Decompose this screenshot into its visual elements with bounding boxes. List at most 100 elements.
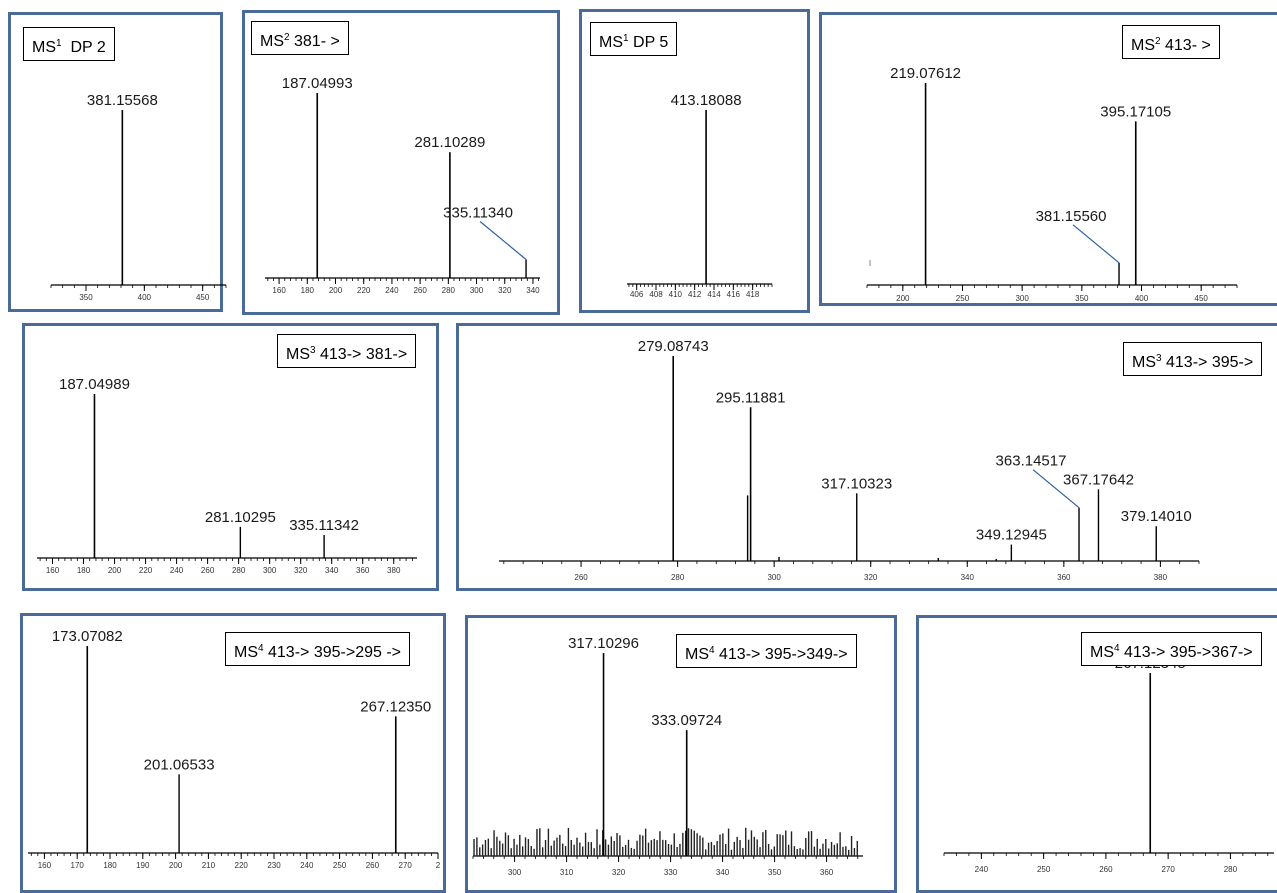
title-prefix: MS [32,39,56,56]
peak-label: 281.10289 [414,134,485,151]
title-prefix: MS [1132,354,1156,371]
spectrum-plot: 350 400 450 381.15568 [50,92,227,302]
x-tick-label: 300 [767,573,781,582]
peak-label: 279.08743 [638,338,709,355]
x-tick-label: 180 [103,861,117,870]
title-suffix: 413-> 395->295 -> [263,644,401,661]
spectrum-title-box: MS4 413-> 395->295 -> [225,632,410,666]
spectrum-title-box: MS1 DP 5 [590,22,678,56]
spectrum-title-box: MS4 413-> 395->367-> [1081,632,1262,666]
x-tick-label: 240 [385,286,399,295]
x-tick-label: 240 [300,861,314,870]
x-tick-label: 418 [746,290,760,299]
x-tick-label: 240 [975,865,989,874]
spectrum-panel-ms4-413-395-295: 160 170 180 190 200 210 220 230 240 250 260 270 2 173… [20,613,446,893]
x-tick-label: 410 [669,290,683,299]
x-tick-label: 360 [820,868,834,877]
peak-label: 349.12945 [976,527,1047,544]
x-tick-label: 416 [727,290,741,299]
spectrum-title-box: MS3 413-> 395-> [1123,342,1263,376]
spectrum-plot: 260 280 300 320 340 360 380 279.08743 295.11881 3… [499,338,1200,582]
peak-label: 335.11342 [289,517,359,534]
x-tick-label: 220 [235,861,249,870]
title-ms-level: 4 [258,643,264,654]
spectrum-title-box: MS2 413- > [1122,25,1220,59]
x-tick-label: 320 [612,868,626,877]
peak-label: 333.09724 [651,712,722,729]
x-tick-label: 412 [688,290,702,299]
title-ms-level: 2 [284,32,290,43]
x-tick-label: 360 [356,566,370,575]
label-leader-line [479,221,527,260]
x-tick-label: 250 [333,861,347,870]
x-tick-label: 240 [170,566,184,575]
x-tick-label: 340 [325,566,339,575]
peak-label: 219.07612 [890,65,961,82]
peak-label: 413.18088 [671,92,742,109]
spectrum-plot: 300 310 320 330 340 350 360 317.10296 333.09724 [472,635,863,877]
x-tick-label: 2 [436,861,441,870]
peak-label: 367.17642 [1063,471,1134,488]
peak-label: 173.07082 [52,628,123,645]
x-tick-label: 380 [387,566,401,575]
x-tick-label: 310 [560,868,574,877]
x-tick-label: 300 [263,566,277,575]
x-tick-label: 300 [1015,294,1029,303]
title-suffix: 413-> 395->349-> [714,646,848,663]
title-prefix: MS [1090,644,1114,661]
x-tick-label: 260 [574,573,588,582]
peak-label: 187.04989 [59,376,130,393]
x-tick-label: 170 [71,861,85,870]
spectrum-plot: 200 250 300 350 400 450 219.07612 395.17105 381.… [866,65,1238,303]
x-tick-label: 260 [1099,865,1113,874]
title-suffix: 413-> 381-> [315,346,408,363]
x-tick-label: 300 [470,286,484,295]
x-tick-label: 400 [1135,294,1149,303]
title-ms-level: 2 [1155,36,1161,47]
x-tick-label: 320 [498,286,512,295]
title-ms-level: 3 [1156,353,1162,364]
x-tick-label: 210 [202,861,216,870]
peak-label: 395.17105 [1100,103,1171,120]
spectrum-title-box: MS4 413-> 395->349-> [676,634,857,668]
x-tick-label: 350 [768,868,782,877]
title-ms-level: 1 [623,33,629,44]
title-suffix: DP 2 [61,39,106,56]
spectrum-plot: 406 408 410 412 414 416 418 413.18088 [627,92,773,299]
x-tick-label: 280 [232,566,246,575]
x-tick-label: 300 [508,868,522,877]
x-tick-label: 320 [294,566,308,575]
x-tick-label: 160 [46,566,60,575]
peak-label: 363.14517 [996,453,1067,470]
x-tick-label: 250 [956,294,970,303]
x-tick-label: 414 [707,290,721,299]
x-tick-label: 180 [77,566,91,575]
title-ms-level: 4 [709,645,715,656]
x-tick-label: 270 [1161,865,1175,874]
x-tick-label: 220 [139,566,153,575]
x-tick-label: 340 [961,573,975,582]
peak-label: 379.14010 [1121,508,1192,525]
title-ms-level: 1 [56,38,62,49]
x-tick-label: 280 [1224,865,1238,874]
peak-label: 317.10296 [568,635,639,652]
peak-label: 381.15568 [87,92,158,109]
peak-label: 201.06533 [144,756,215,773]
x-tick-label: 160 [272,286,286,295]
x-tick-label: 160 [38,861,52,870]
peak-label: 295.11881 [716,389,786,406]
x-tick-label: 200 [896,294,910,303]
x-tick-label: 250 [1037,865,1051,874]
title-suffix: 413-> 395->367-> [1119,644,1253,661]
spectrum-panel-ms1-dp2: 350 400 450 381.15568 MS1 DP 2 [8,12,227,312]
title-prefix: MS [234,644,258,661]
x-tick-label: 200 [169,861,183,870]
x-tick-label: 190 [136,861,150,870]
x-tick-label: 450 [1195,294,1209,303]
x-tick-label: 260 [413,286,427,295]
x-tick-label: 280 [442,286,456,295]
title-prefix: MS [286,346,310,363]
peak-label: 267.12350 [360,698,431,715]
x-tick-label: 260 [201,566,215,575]
x-tick-label: 350 [79,293,93,302]
